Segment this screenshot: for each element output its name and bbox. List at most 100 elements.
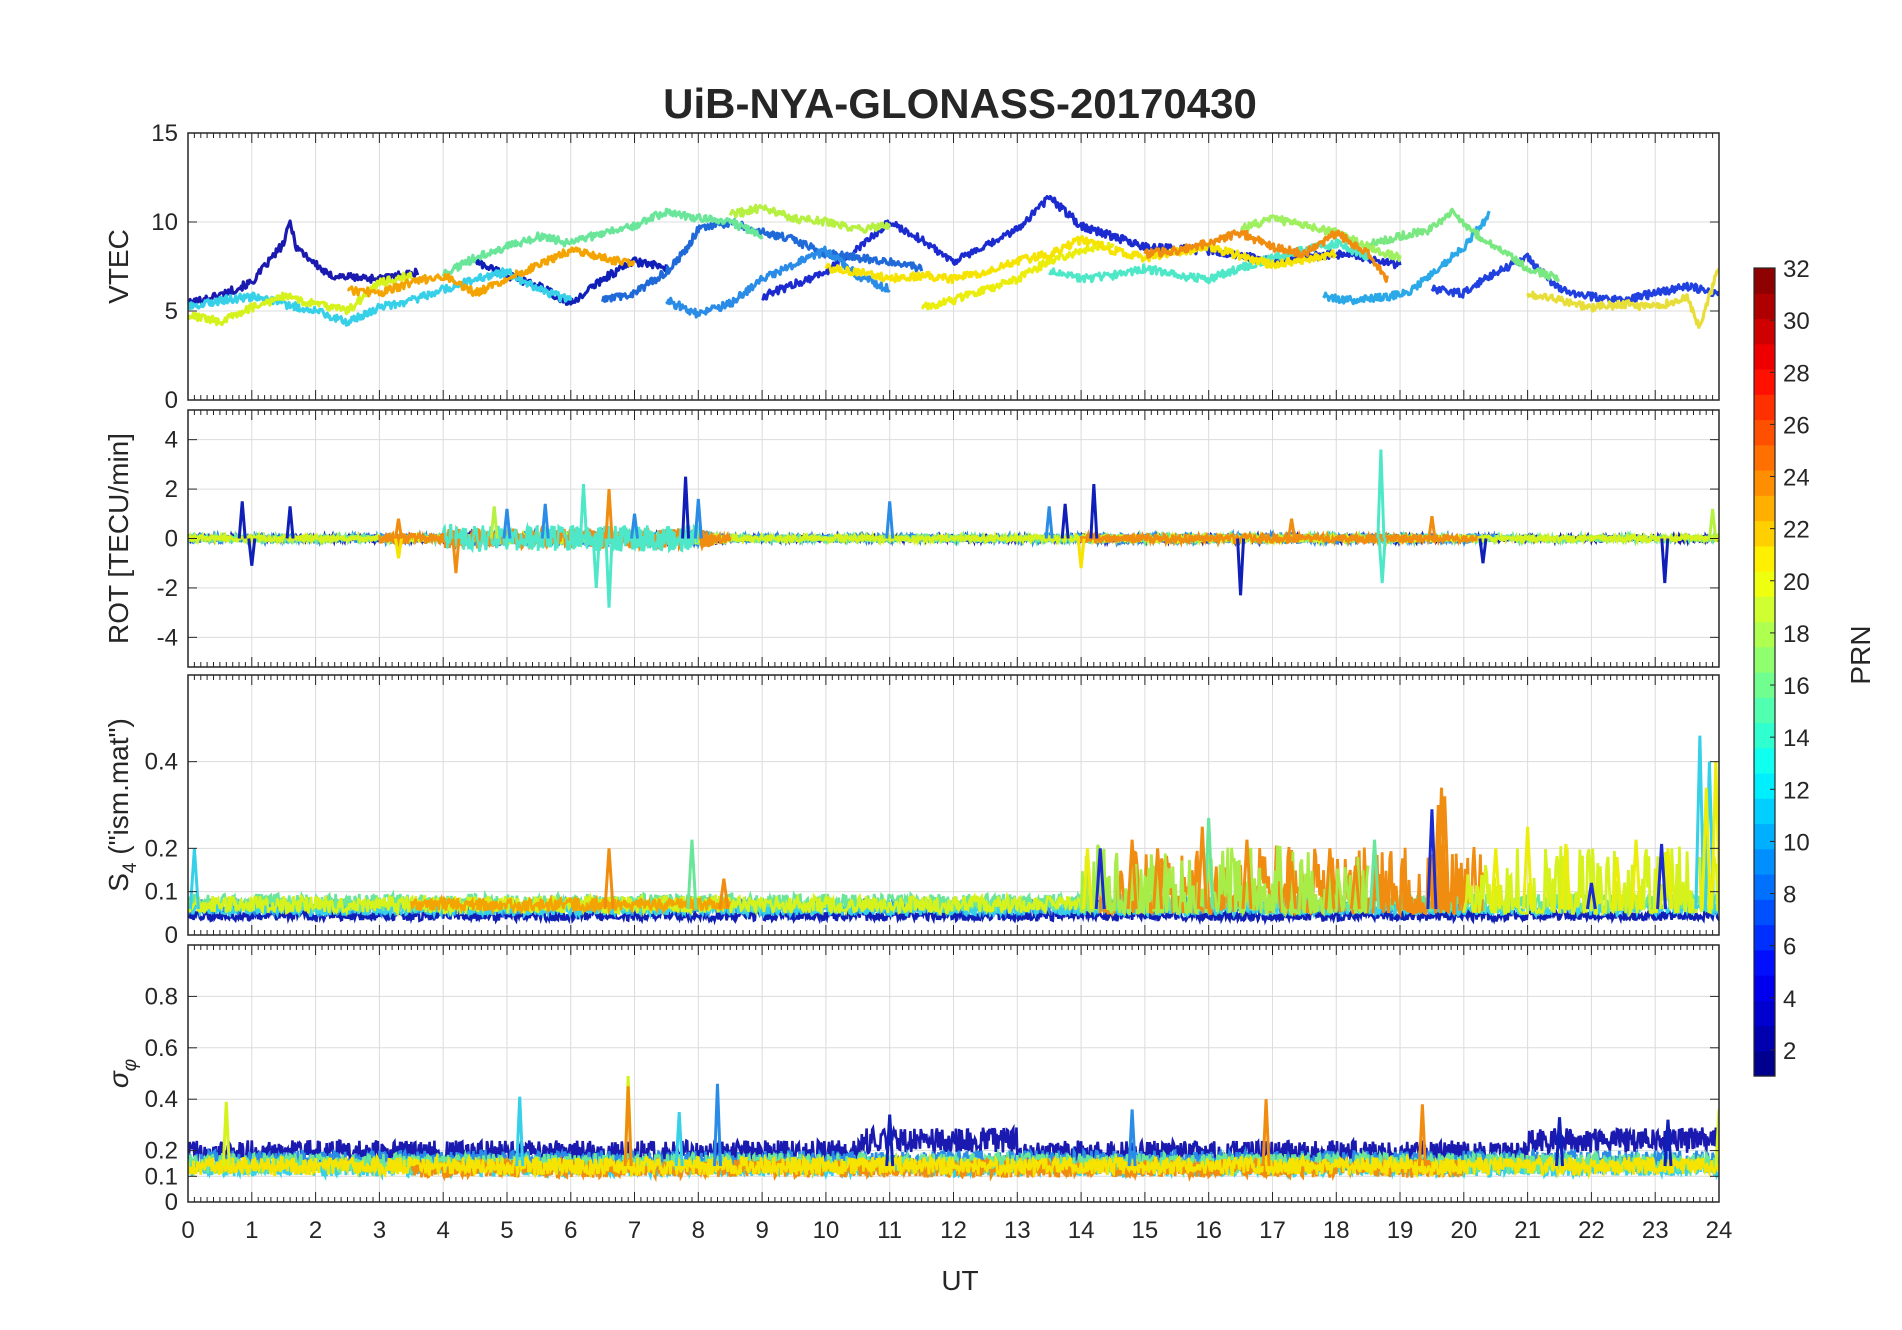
y-tick-label: 2	[165, 476, 178, 503]
rot-spike-prn-2	[1236, 538, 1246, 596]
colorbar-swatch	[1754, 520, 1775, 547]
s4-peak-prn-20	[1490, 848, 1502, 910]
rot-spike-prn-2	[681, 476, 691, 539]
rot-spike-prn-18	[489, 506, 499, 539]
x-tick-label: 0	[181, 1217, 194, 1244]
s4-series-activity	[1462, 846, 1719, 918]
s4-peak-prn-24	[1439, 796, 1451, 910]
x-axis-label: UT	[941, 1265, 978, 1296]
colorbar-tick-label: 26	[1783, 412, 1810, 439]
x-tick-label: 22	[1578, 1217, 1605, 1244]
colorbar-swatch	[1754, 621, 1775, 648]
y-tick-label: 0.2	[145, 1138, 178, 1165]
rot-spike-prn-8	[693, 498, 703, 539]
sigma-peak-prn-2	[1663, 1119, 1673, 1167]
x-tick-label: 3	[373, 1217, 386, 1244]
s4-peak-prn-24	[1286, 861, 1298, 910]
colorbar-swatch	[1754, 798, 1775, 825]
rot-spike-prn-8	[540, 503, 550, 539]
s4-peak-prn-20	[1700, 787, 1712, 910]
vtec-series-prn-15	[441, 207, 764, 277]
colorbar-tick-label: 16	[1783, 673, 1810, 700]
rot-spike-prn-24	[1287, 518, 1297, 539]
panel-rot: -4 -2 0 2 4 ROT [TECU/min]	[103, 409, 1720, 668]
rot-spike-prn-13	[1377, 538, 1387, 584]
colorbar-tick-label: 6	[1783, 934, 1796, 961]
rot-spike-prn-2	[1660, 538, 1670, 584]
s4-peak-prn-15	[1369, 839, 1381, 910]
vtec-series-prn-6	[601, 218, 924, 303]
s4-peak-prn-3	[1426, 809, 1438, 910]
s4-peak-prn-3	[1585, 882, 1597, 910]
colorbar-tick-label: 18	[1783, 621, 1810, 648]
vtec-series-prn-23	[346, 246, 636, 298]
rot-spike-prn-8	[502, 508, 512, 539]
y-tick-label: 15	[151, 120, 178, 147]
s4-peak-prn-20	[1611, 856, 1623, 910]
s4-peak-prn-3	[1094, 848, 1106, 910]
y-tick-label: -2	[157, 575, 178, 602]
rot-spike-prn-2	[285, 506, 295, 539]
x-tick-label: 15	[1132, 1217, 1159, 1244]
colorbar-swatch	[1754, 924, 1775, 951]
x-minor-ticks	[187, 675, 1720, 935]
sigma-peak-prn-19	[221, 1101, 231, 1167]
colorbar-swatch	[1754, 394, 1775, 421]
sigma-peak-prn-24	[1261, 1099, 1271, 1167]
colorbar-swatch	[1754, 470, 1775, 496]
vtec-series-prn-19	[188, 271, 413, 327]
x-tick-label: 21	[1514, 1217, 1541, 1244]
vtec-series-prn-20	[921, 240, 1115, 311]
y-tick-label: 10	[151, 209, 178, 236]
sigma-peak-prn-8	[1127, 1109, 1137, 1167]
rot-spike-prn-24	[451, 538, 461, 574]
colorbar-tick-label: 22	[1783, 517, 1810, 544]
y-tick-label: 0.1	[145, 879, 178, 906]
colorbar-swatch	[1754, 949, 1775, 976]
x-tick-label: 10	[813, 1217, 840, 1244]
y-tick-label: -4	[157, 624, 178, 651]
colorbar-swatch	[1754, 596, 1775, 623]
colorbar-swatch	[1754, 848, 1775, 875]
rot-spike-prn-21	[394, 538, 403, 559]
s4-peak-prn-12	[1694, 735, 1706, 910]
y-tick-label: 4	[165, 427, 178, 454]
s4-peak-prn-24	[1324, 848, 1336, 910]
vtec-series-prn-10	[1322, 210, 1491, 306]
y-label-subscript: 4	[120, 862, 141, 873]
colorbar-tick-label: 20	[1783, 569, 1810, 596]
y-tick-label: 0	[165, 922, 178, 949]
sigma-peak-prn-12	[674, 1111, 684, 1167]
vtec-series-prn-4	[1430, 252, 1719, 306]
colorbar-tick-label: 8	[1783, 882, 1796, 909]
x-tick-label: 23	[1642, 1217, 1669, 1244]
colorbar-swatch	[1754, 823, 1775, 850]
colorbar-tick-label: 28	[1783, 360, 1810, 387]
s4-peak-prn-24	[1436, 787, 1448, 910]
x-tick-label: 4	[436, 1217, 449, 1244]
x-tick-label: 5	[500, 1217, 513, 1244]
s4-peak-prn-20	[1630, 839, 1642, 910]
colorbar-label: PRN	[1845, 625, 1876, 684]
x-tick-label: 18	[1323, 1217, 1350, 1244]
panel-s4: 00.10.20.4S4 ("ism.mat")	[103, 674, 1720, 949]
colorbar-swatch	[1754, 369, 1775, 395]
x-tick-label: 14	[1068, 1217, 1095, 1244]
s4-peak-prn-15	[686, 839, 698, 910]
s4-peak-prn-3	[1656, 843, 1668, 910]
rot-spike-prn-13	[604, 538, 614, 608]
colorbar-swatch	[1754, 444, 1775, 471]
colorbar-swatch	[1754, 571, 1775, 597]
y-tick-label: 5	[165, 298, 178, 325]
y-tick-label: 0	[165, 1189, 178, 1216]
x-tick-label: 19	[1387, 1217, 1414, 1244]
colorbar-swatch	[1754, 343, 1775, 370]
rot-spike-prn-8	[885, 501, 895, 539]
y-tick-label: 0.2	[145, 835, 178, 862]
colorbar-tick-label: 4	[1783, 986, 1796, 1013]
colorbar-swatch	[1754, 1000, 1775, 1027]
rot-spike-prn-13	[1376, 449, 1386, 539]
s4-peak-prn-24	[603, 848, 615, 910]
x-axis: UT 0 1 2 3 4 5 6 7 8 9 10 11 12 13 14 15 16 17 18 19 20 21 22 2…	[181, 1217, 1732, 1296]
